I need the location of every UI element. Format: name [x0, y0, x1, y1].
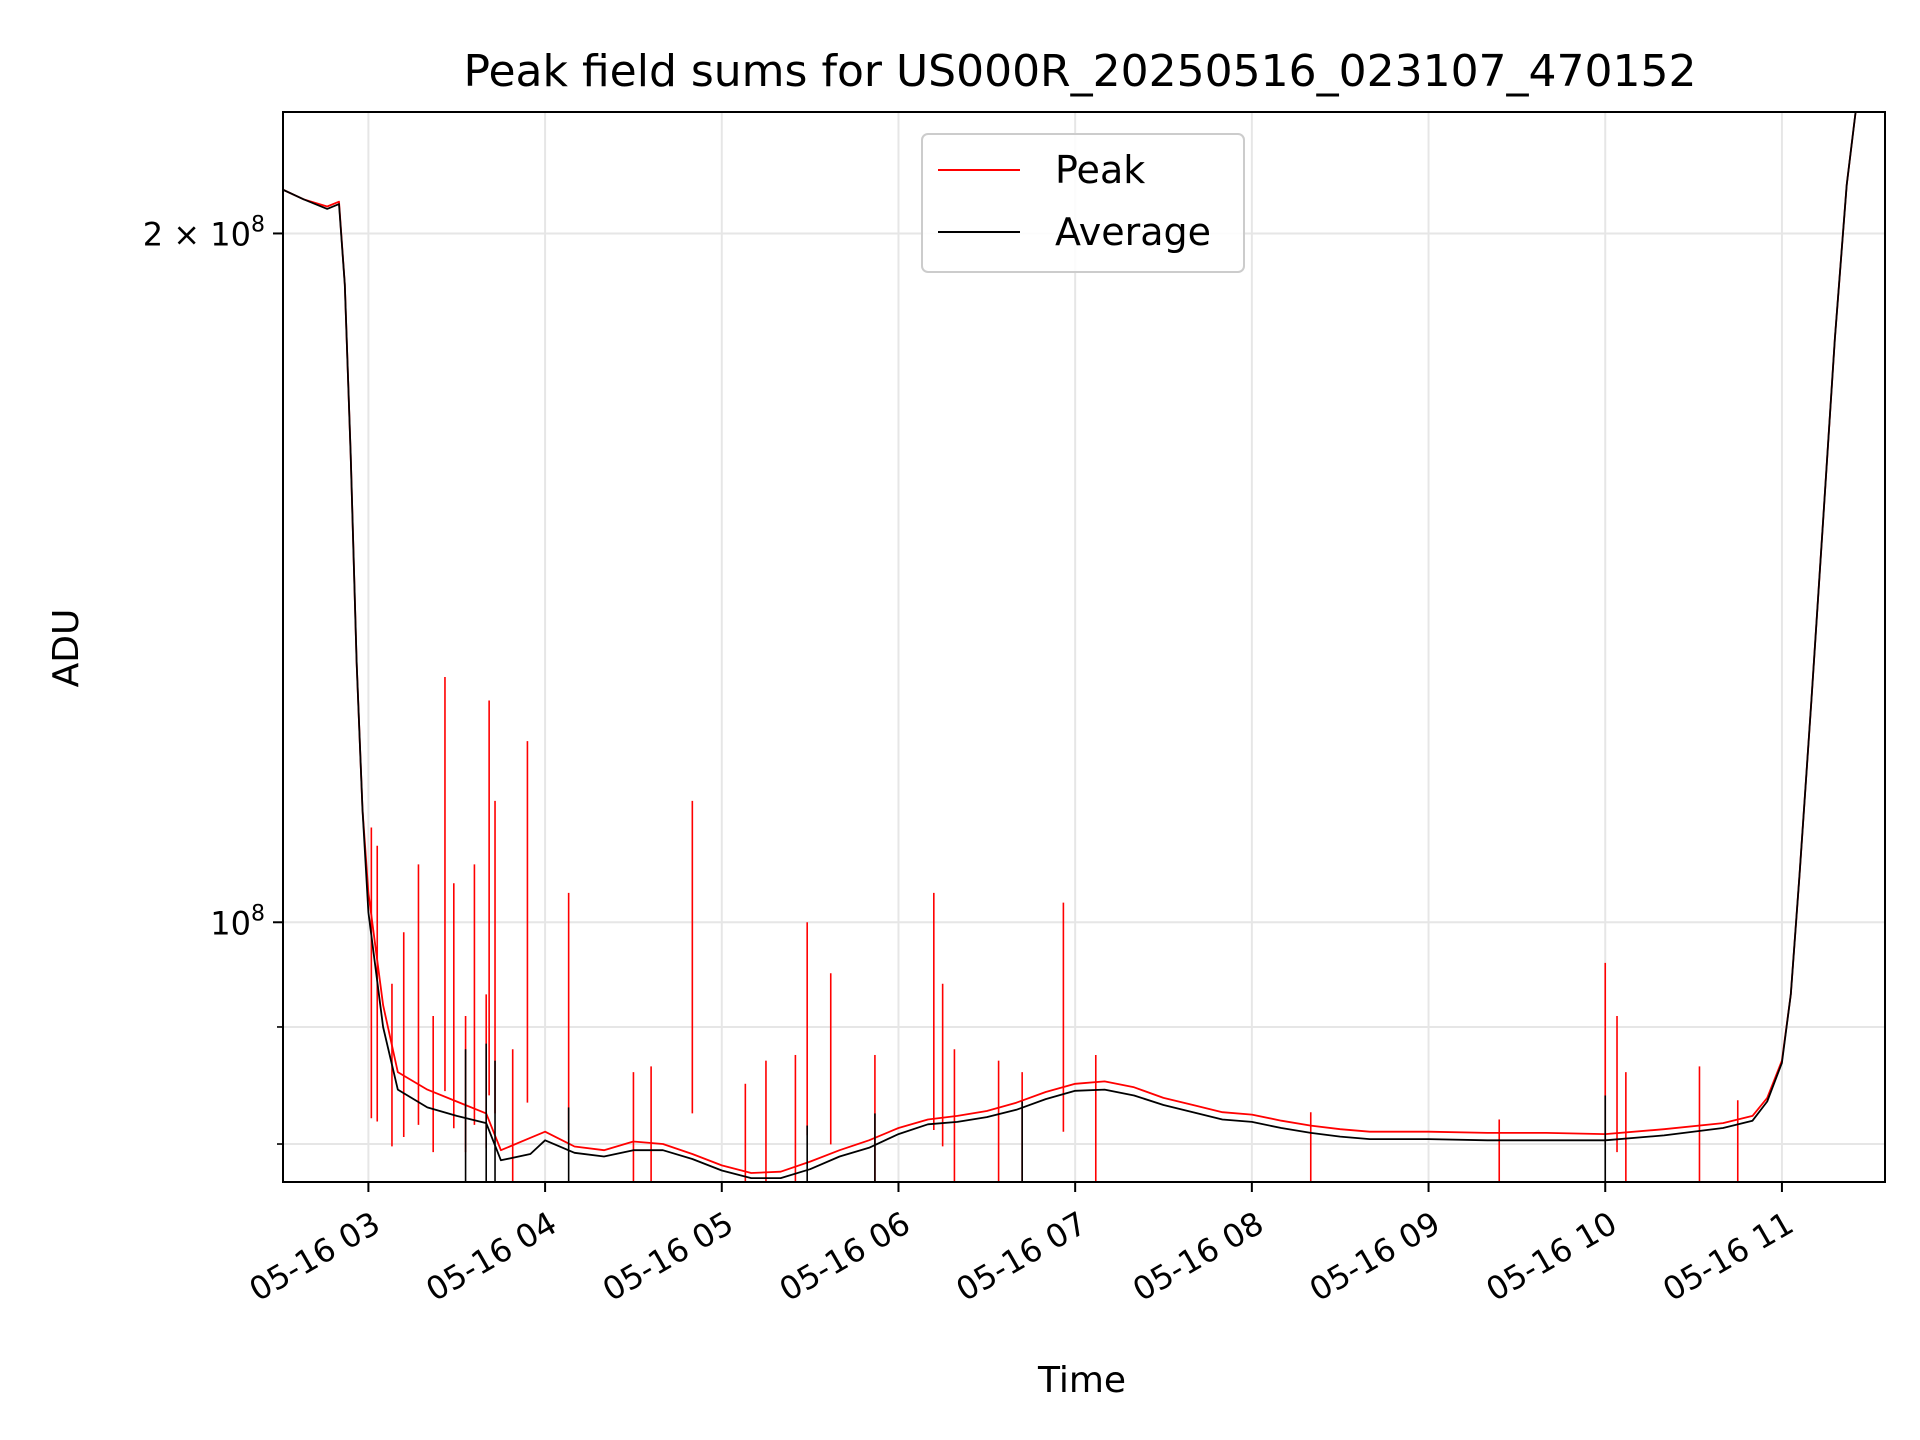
y-tick-label: 2 × 108	[143, 212, 265, 253]
legend-label-peak: Peak	[1055, 148, 1145, 192]
series-lines	[283, 112, 1885, 1182]
x-axis-label: Time	[1037, 1360, 1126, 1401]
legend-frame	[921, 133, 1245, 273]
plot-frame	[282, 111, 1886, 1183]
legend-label-average: Average	[1055, 210, 1211, 254]
chart-title: Peak field sums for US000R_20250516_0231…	[463, 46, 1696, 97]
series-line-average	[283, 112, 1885, 1179]
y-tick-label: 108	[210, 901, 265, 942]
y-axis-label: ADU	[46, 609, 87, 688]
series-line-peak	[283, 112, 1885, 1174]
series-peak	[283, 112, 1885, 1182]
legend: Peak Average	[921, 133, 1245, 273]
series-average	[283, 112, 1885, 1182]
